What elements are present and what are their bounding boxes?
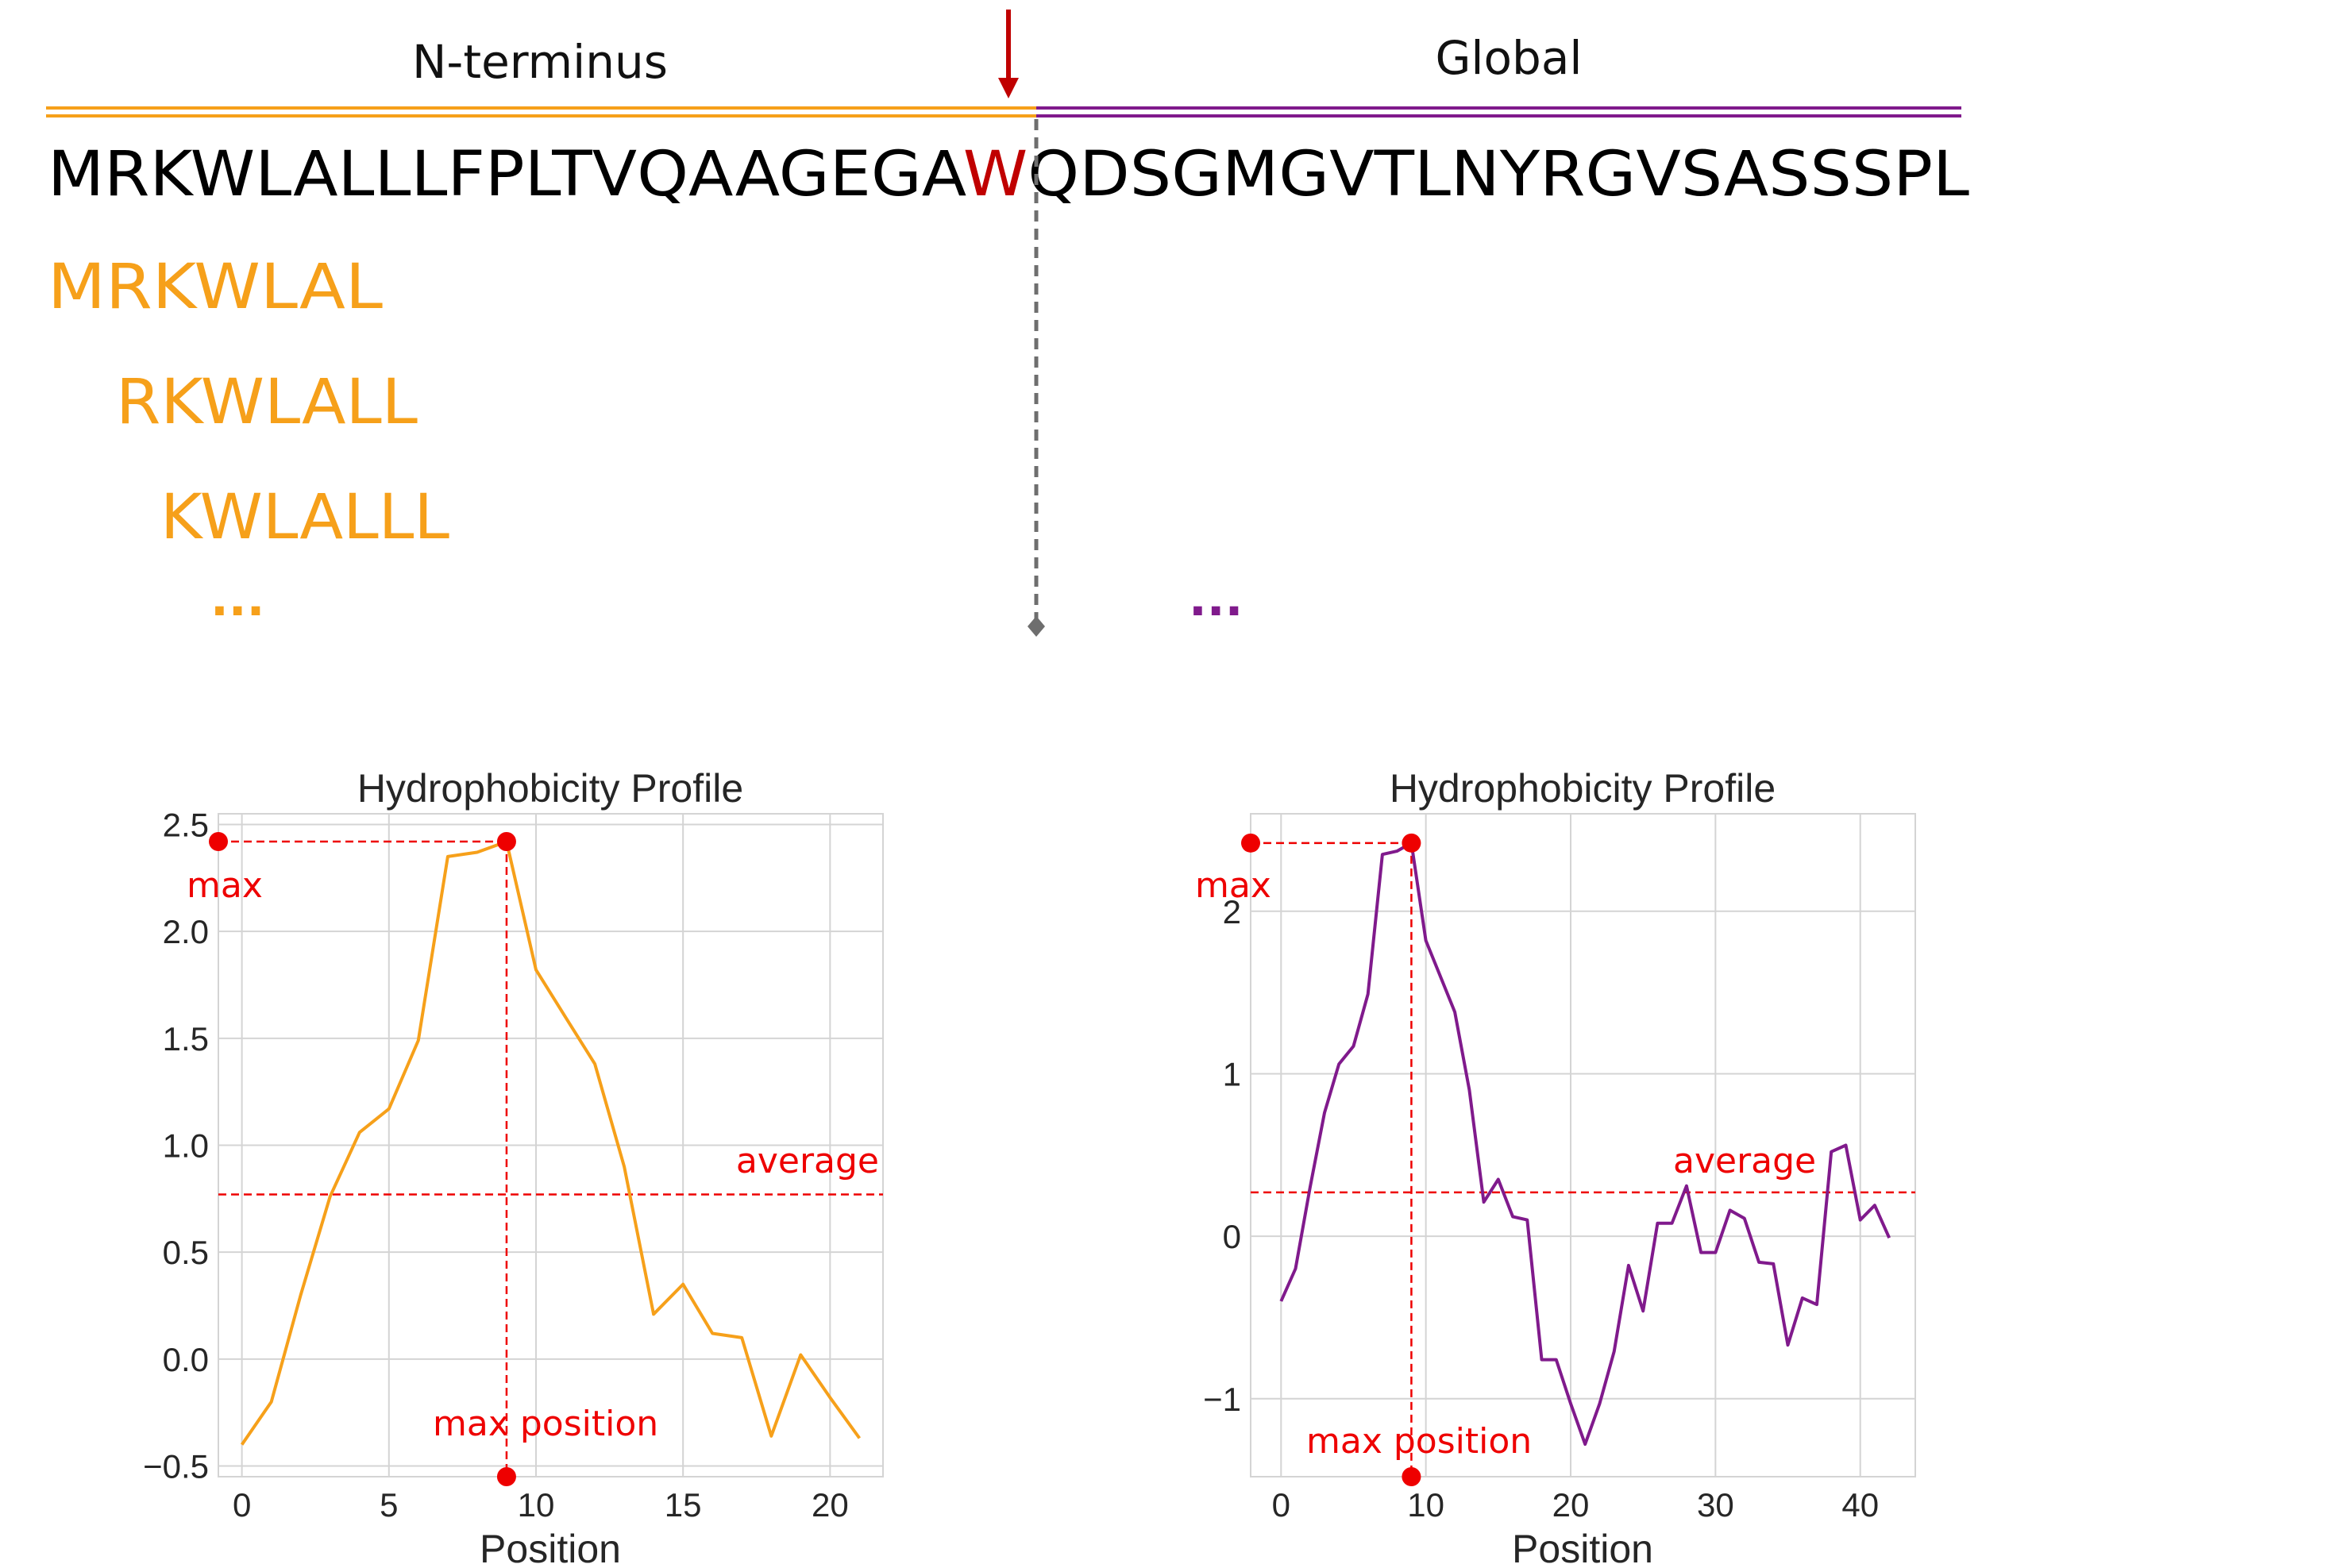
x-tick-label: 5 (380, 1486, 398, 1524)
sliding-window-1: MRKWLAL (48, 252, 384, 323)
max-annotation: max (1195, 865, 1271, 906)
series-line-global (1279, 841, 1891, 1447)
max-marker-axis (1241, 833, 1260, 853)
max-annotation: max (187, 865, 263, 906)
series-line-nterm (240, 840, 862, 1446)
global-bracket (1036, 106, 1961, 118)
sequence-nterm-part: MRKWLALLLFPLTVQAAGEGA (48, 139, 966, 210)
y-tick-label: 1.5 (163, 1020, 209, 1058)
sequence-diagram: N-terminus Global MRKWLALLLFPLTVQAAGEGA W… (46, 10, 1970, 637)
y-tick-label: 0 (1223, 1218, 1241, 1255)
tick-labels: 0 10 20 30 40 −1 0 1 2 (1203, 893, 1879, 1524)
max-position-annotation: max position (433, 1404, 658, 1444)
y-tick-label: 1.0 (163, 1127, 209, 1165)
y-tick-label: 0.5 (163, 1234, 209, 1271)
y-tick-label: 2.0 (163, 913, 209, 950)
average-annotation: average (736, 1141, 879, 1181)
sequence-global-part: QDSGMGVTLNYRGVSASSSPL (1028, 139, 1969, 210)
x-tick-label: 10 (1407, 1486, 1444, 1524)
max-position-marker (496, 1467, 516, 1486)
max-position-marker (1402, 1467, 1421, 1486)
reference-lines (218, 840, 883, 1477)
cleavage-arrow (998, 10, 1019, 98)
global-label: Global (1435, 31, 1582, 85)
y-tick-label: −0.5 (143, 1448, 209, 1485)
window-ellipsis-nterm: ... (210, 572, 264, 627)
y-tick-label: 2 (1223, 893, 1241, 930)
x-axis-label: Position (1512, 1527, 1653, 1568)
average-annotation: average (1673, 1141, 1816, 1181)
y-tick-label: 2.5 (163, 806, 209, 843)
x-tick-label: 0 (1272, 1486, 1290, 1524)
nterminus-hydrophobicity-chart: 0 5 10 15 20 −0.5 0.0 0.5 1.0 1.5 2.0 2.5 Hydrophob… (143, 766, 884, 1568)
x-tick-label: 20 (1552, 1486, 1590, 1524)
nterminus-bracket (46, 106, 1036, 118)
x-tick-label: 40 (1841, 1486, 1879, 1524)
plot-area (1250, 813, 1916, 1477)
chart-title: Hydrophobicity Profile (357, 766, 743, 811)
cleavage-arrow-head (998, 78, 1019, 98)
sliding-window-3: KWLALLL (160, 482, 450, 553)
sliding-window-2: RKWLALL (116, 367, 418, 438)
max-position-annotation: max position (1306, 1421, 1532, 1462)
max-marker-peak (1402, 833, 1421, 853)
y-tick-label: 0.0 (163, 1341, 209, 1378)
chart-title: Hydrophobicity Profile (1390, 766, 1776, 811)
nterminus-label: N-terminus (412, 35, 668, 89)
x-tick-label: 15 (665, 1486, 702, 1524)
divider-end-marker (1028, 616, 1045, 637)
reference-lines (1251, 842, 1915, 1477)
grid-lines (1251, 814, 1915, 1477)
x-tick-label: 0 (233, 1486, 251, 1524)
global-hydrophobicity-chart: 0 10 20 30 40 −1 0 1 2 Hydrophobicity Profile Po… (1195, 766, 1916, 1568)
y-tick-label: 1 (1223, 1055, 1241, 1092)
window-ellipsis-global: ... (1189, 572, 1243, 627)
grid-lines (218, 814, 883, 1477)
x-axis-label: Position (480, 1527, 621, 1568)
max-marker-peak (496, 832, 516, 852)
tick-labels: 0 5 10 15 20 −0.5 0.0 0.5 1.0 1.5 2.0 2.5 (143, 806, 849, 1524)
max-marker-axis (209, 832, 228, 852)
x-tick-label: 10 (518, 1486, 555, 1524)
sequence-cleavage-residue: W (963, 139, 1028, 210)
x-tick-label: 20 (812, 1486, 849, 1524)
x-tick-label: 30 (1697, 1486, 1734, 1524)
y-tick-label: −1 (1203, 1381, 1241, 1418)
protein-sequence: MRKWLALLLFPLTVQAAGEGA WQDSGMGVTLNYRGVSASS… (48, 139, 1970, 210)
